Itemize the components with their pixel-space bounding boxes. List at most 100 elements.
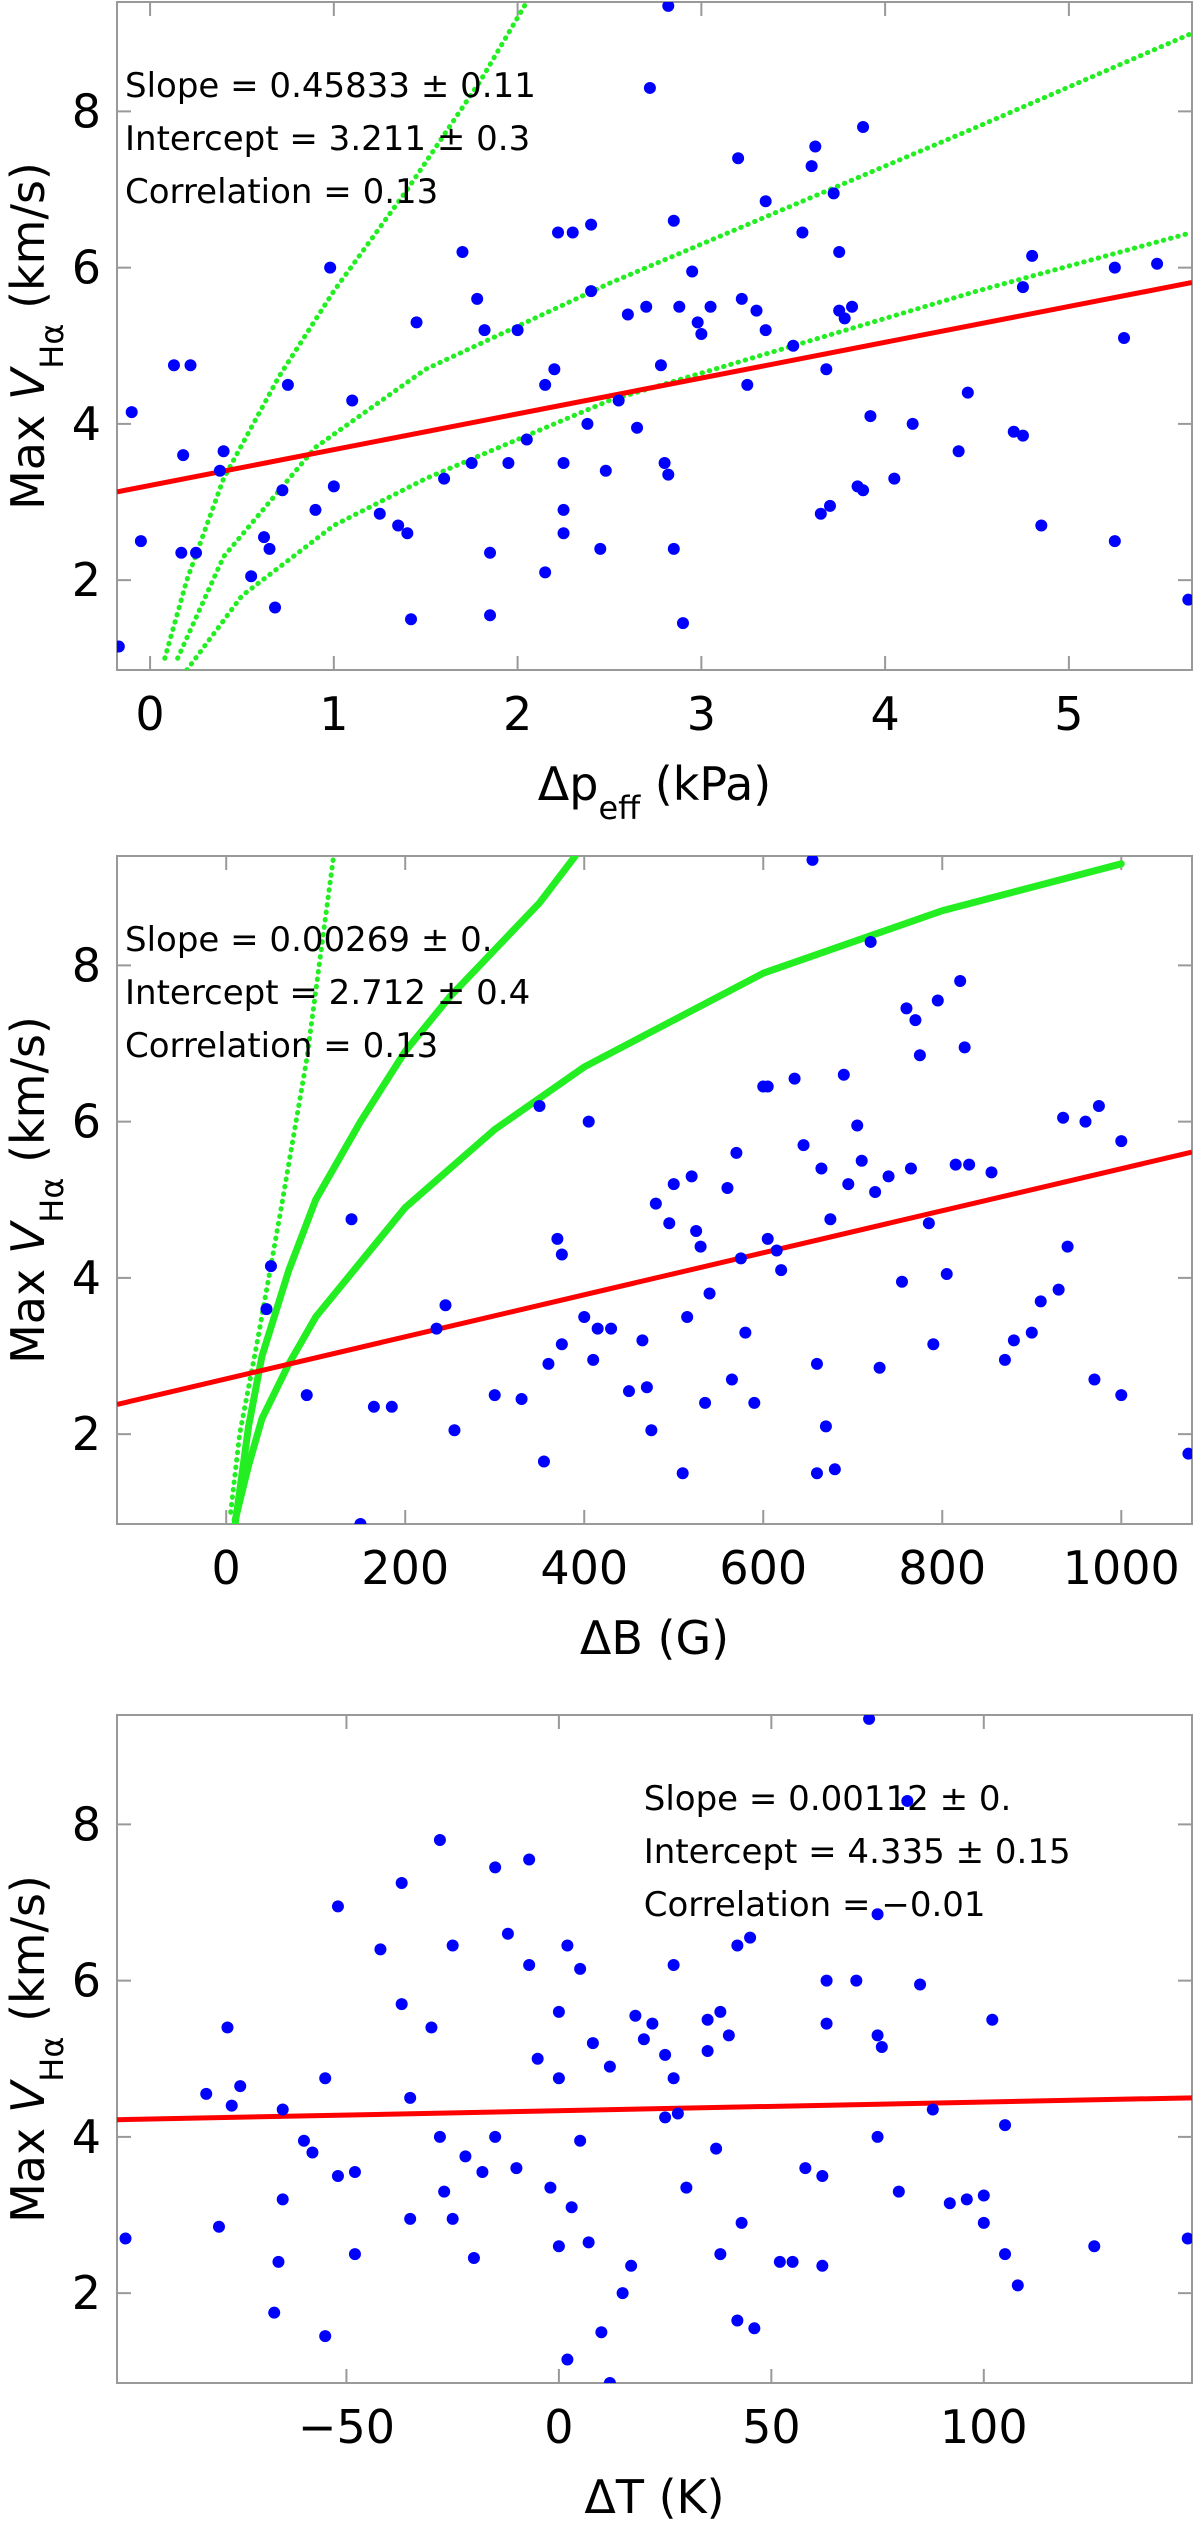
data-point xyxy=(823,499,836,512)
data-point xyxy=(629,2009,642,2022)
data-point xyxy=(827,187,840,200)
data-point xyxy=(446,1939,459,1952)
data-point xyxy=(438,2185,451,2198)
data-point xyxy=(806,856,819,866)
x-tick-label: 0 xyxy=(135,687,164,741)
plot-area xyxy=(117,1715,1192,2383)
label-part: V xyxy=(1,2078,55,2113)
data-point xyxy=(977,2189,990,2202)
data-point xyxy=(820,363,833,376)
data-point xyxy=(977,2216,990,2229)
data-point xyxy=(680,2181,693,2194)
label-part: eff xyxy=(598,789,641,827)
label-part: (km/s) xyxy=(1,162,55,323)
data-point xyxy=(1052,1283,1065,1296)
data-point xyxy=(788,1072,801,1085)
data-point xyxy=(125,406,138,419)
data-point xyxy=(721,1182,734,1195)
data-point xyxy=(478,324,491,337)
data-point xyxy=(489,2130,502,2143)
data-point xyxy=(796,226,809,239)
data-point xyxy=(605,1322,618,1335)
data-point xyxy=(882,1170,895,1183)
fit-annotation: Intercept = 4.335 ± 0.15 xyxy=(644,1832,1071,1872)
data-point xyxy=(850,1974,863,1987)
data-point xyxy=(998,1353,1011,1366)
data-point xyxy=(557,503,570,516)
data-point xyxy=(582,1115,595,1128)
data-point xyxy=(739,1326,752,1339)
data-point xyxy=(636,1334,649,1347)
data-point xyxy=(404,2212,417,2225)
data-point xyxy=(438,472,451,485)
data-point xyxy=(234,2080,247,2093)
data-point xyxy=(1011,2279,1024,2292)
model-curve xyxy=(228,856,337,1515)
model-curve xyxy=(175,30,1192,661)
model-curve xyxy=(231,856,579,1524)
data-point xyxy=(732,152,745,165)
data-point xyxy=(1016,281,1029,294)
data-point xyxy=(805,160,818,173)
label-part: (kPa) xyxy=(640,757,771,811)
data-point xyxy=(855,1154,868,1167)
data-point xyxy=(484,609,497,622)
data-point xyxy=(895,1275,908,1288)
label-part: Δp xyxy=(538,757,599,811)
data-point xyxy=(685,1170,698,1183)
fit-line xyxy=(117,2095,1192,2123)
data-point xyxy=(961,386,974,399)
data-point xyxy=(263,542,276,555)
data-point xyxy=(695,328,708,341)
data-point xyxy=(667,542,680,555)
data-point xyxy=(722,2029,735,2042)
data-point xyxy=(864,410,877,423)
data-point xyxy=(1026,249,1039,262)
x-tick-label: −50 xyxy=(298,2400,395,2454)
data-point xyxy=(659,2111,672,2124)
data-point xyxy=(667,1959,680,1972)
fit-annotation: Correlation = −0.01 xyxy=(644,1885,986,1925)
y-tick-label: 6 xyxy=(72,1954,101,2008)
data-point xyxy=(1088,2240,1101,2253)
data-point xyxy=(1079,1115,1092,1128)
data-point xyxy=(272,2255,285,2268)
data-point xyxy=(690,1225,703,1238)
model-curve xyxy=(231,860,1125,1524)
data-point xyxy=(999,2248,1012,2261)
data-point xyxy=(662,468,675,481)
data-point xyxy=(1115,1135,1128,1148)
data-point xyxy=(1034,1295,1047,1308)
data-point xyxy=(539,378,552,391)
data-point xyxy=(731,1939,744,1952)
data-point xyxy=(467,2251,480,2264)
data-point xyxy=(954,975,967,988)
data-point xyxy=(703,1287,716,1300)
data-point xyxy=(714,2005,727,2018)
data-point xyxy=(814,507,827,520)
x-axis-label: Δpeff (kPa) xyxy=(538,757,771,827)
data-point xyxy=(581,417,594,430)
data-point xyxy=(837,1068,850,1081)
x-axis-label: ΔT (K) xyxy=(584,2470,724,2524)
data-point xyxy=(433,2130,446,2143)
label-part: Hα xyxy=(33,2037,71,2082)
data-point xyxy=(797,1139,810,1152)
data-point xyxy=(820,2017,833,2030)
y-tick-label: 4 xyxy=(72,2110,101,2164)
data-point xyxy=(643,81,656,94)
data-point xyxy=(551,1232,564,1245)
data-point xyxy=(511,324,524,337)
model-curve xyxy=(184,229,1192,670)
label-part: ΔT (K) xyxy=(584,2470,724,2524)
data-point xyxy=(1007,1334,1020,1347)
data-point xyxy=(759,324,772,337)
data-point xyxy=(537,1455,550,1468)
data-point xyxy=(456,246,469,259)
y-axis-label: Max VHα (km/s) xyxy=(1,1875,71,2223)
data-point xyxy=(750,304,763,317)
label-part: (km/s) xyxy=(1,1016,55,1177)
data-point xyxy=(873,1361,886,1374)
data-point xyxy=(1007,425,1020,438)
data-point xyxy=(654,359,667,372)
